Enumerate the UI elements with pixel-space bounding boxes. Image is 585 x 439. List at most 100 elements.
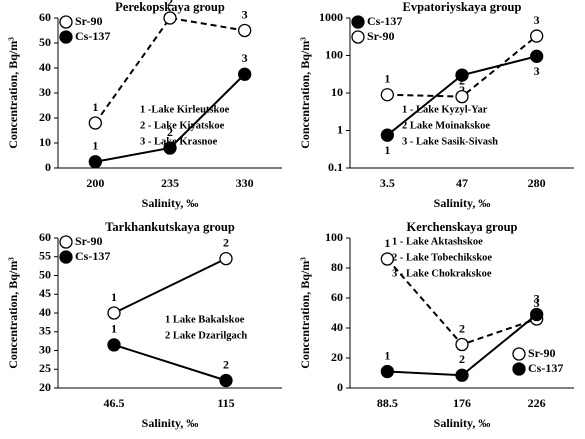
data-point [88, 116, 102, 130]
data-point [238, 23, 252, 38]
data-point [163, 11, 177, 25]
data-point [455, 368, 469, 382]
x-axis-label: Salinity, ‰ [434, 196, 491, 210]
data-point [455, 68, 469, 82]
legend-label: Cs-137 [367, 14, 402, 28]
legend-label: Sr-90 [75, 234, 103, 248]
y-axis-label: Concentration, Bq/m³ [6, 257, 20, 369]
y-tick-label: 0.1 [328, 160, 343, 174]
point-label: 2 [459, 83, 465, 97]
annotation: 1 -Lake Kirleutskoe [140, 104, 230, 115]
series-line [94, 16, 245, 124]
point-label: 3 [534, 291, 540, 305]
data-point [163, 141, 177, 155]
y-tick-label: 40 [331, 320, 343, 334]
y-tick-label: 50 [39, 35, 51, 49]
point-label: 1 [111, 290, 117, 304]
x-tick-label: 115 [217, 396, 234, 410]
point-label: 3 [534, 64, 540, 78]
point-label: 3 [534, 296, 540, 310]
chart-title: Evpatoriyskaya group [403, 0, 522, 14]
chart-title: Perekopskaya group [115, 0, 225, 14]
data-point [380, 364, 394, 379]
x-tick-label: 280 [528, 176, 546, 190]
point-label: 1 [384, 71, 390, 85]
point-label: 2 [167, 0, 173, 9]
legend-label: Sr-90 [75, 14, 103, 28]
y-tick-label: 20 [39, 110, 51, 124]
legend-marker [512, 362, 526, 376]
y-tick-label: 10 [39, 135, 51, 149]
annotation: 3 - Lake Chokrakskoe [392, 268, 492, 279]
y-tick-label: 1000 [319, 10, 343, 24]
y-tick-label: 20 [331, 350, 343, 364]
legend-marker [351, 30, 365, 44]
point-label: 3 [242, 7, 248, 21]
point-label: 2 [223, 357, 229, 371]
point-label: 2 [459, 352, 465, 366]
x-tick-label: 226 [528, 396, 546, 410]
legend-marker [59, 15, 73, 29]
y-tick-label: 60 [39, 10, 51, 24]
y-tick-label: 40 [39, 60, 51, 74]
y-tick-label: 25 [39, 361, 51, 375]
y-tick-label: 100 [325, 47, 343, 61]
annotation: 2 Lake Moinakskoe [402, 120, 490, 131]
panel: Perekopskaya group 0 10 20 30 40 50 60 200 235 330… [6, 0, 282, 210]
data-point [380, 128, 394, 142]
point-label: 1 [384, 143, 390, 157]
data-point [107, 338, 121, 352]
annotation: 2 - Lake Kiyatskoe [140, 120, 225, 131]
y-tick-label: 55 [39, 249, 51, 263]
y-axis-label: Concentration, Bq/m³ [6, 37, 20, 149]
annotation: 3 - Lake Sasik-Sivash [402, 136, 498, 147]
y-tick-label: 60 [39, 230, 51, 244]
point-label: 1 [384, 236, 390, 250]
point-label: 2 [223, 235, 229, 249]
point-label: 1 [92, 139, 98, 153]
point-label: 1 [111, 322, 117, 336]
y-axis-label: Concentration, Bq/m³ [298, 37, 312, 149]
x-tick-label: 235 [161, 176, 179, 190]
chart-title: Kerchenskaya group [406, 220, 517, 234]
panel: Tarkhankutskaya group 20 25 30 35 40 45 50 55 60 4… [6, 220, 282, 430]
x-tick-label: 47 [456, 176, 468, 190]
data-point [107, 306, 121, 320]
x-axis-label: Salinity, ‰ [142, 196, 199, 210]
y-tick-label: 20 [39, 380, 51, 394]
data-point [380, 252, 394, 266]
y-tick-label: 0 [45, 160, 51, 174]
y-tick-label: 30 [39, 85, 51, 99]
data-point [219, 373, 233, 388]
legend-label: Sr-90 [528, 346, 556, 360]
y-tick-label: 0 [337, 380, 343, 394]
point-label: 2 [167, 125, 173, 139]
annotation: 3 - Lake Krasnoe [140, 136, 218, 147]
y-tick-label: 80 [331, 260, 343, 274]
data-point [530, 29, 544, 43]
legend-marker [59, 235, 73, 249]
y-tick-label: 40 [39, 305, 51, 319]
legend-label: Cs-137 [75, 249, 110, 263]
point-label: 1 [384, 348, 390, 362]
legend-label: Sr-90 [367, 29, 395, 43]
x-tick-label: 330 [236, 176, 254, 190]
chart-title: Tarkhankutskaya group [105, 220, 235, 234]
x-tick-label: 3.5 [380, 176, 395, 190]
data-point [455, 337, 469, 352]
point-label: 2 [459, 73, 465, 87]
y-axis-label: Concentration, Bq/m³ [298, 257, 312, 369]
data-point [219, 251, 233, 266]
annotation: 1 Lake Bakalskoe [165, 314, 245, 325]
point-label: 1 [92, 100, 98, 114]
data-point [455, 89, 469, 104]
legend-marker [512, 347, 526, 361]
series-line [113, 257, 227, 314]
data-point [238, 67, 252, 81]
data-point [380, 88, 394, 102]
legend-marker [59, 30, 73, 44]
x-axis-label: Salinity, ‰ [434, 416, 491, 430]
y-tick-label: 1 [337, 122, 343, 136]
point-label: 3 [242, 51, 248, 65]
